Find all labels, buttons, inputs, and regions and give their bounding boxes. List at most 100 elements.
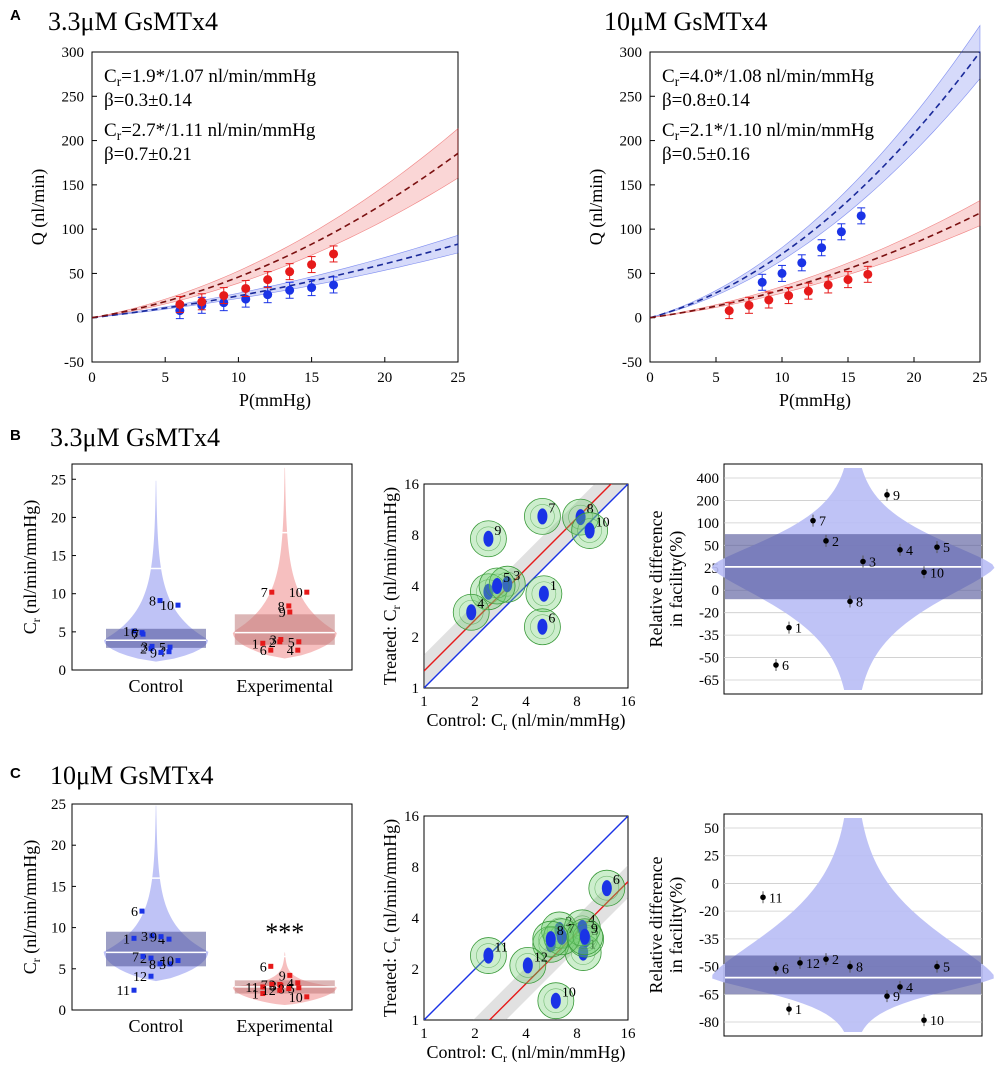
x-axis-label-sub: r [503,1051,507,1065]
control-data-point [140,631,146,637]
y-tick-label: 4 [412,579,420,595]
plot-area [649,51,981,363]
y-tick-label: 0 [59,1003,67,1019]
red-data-point [263,275,273,285]
blue-annotation-c-sub: r [675,74,680,89]
data-point [579,928,590,945]
experimental-data-point [268,963,274,969]
y-tick-label: 25 [704,849,719,865]
y-tick-label: 16 [404,477,420,493]
y-tick-label: 25 [51,472,66,488]
x-tick-label: 15 [841,370,856,386]
panel-letter-c: C [10,765,21,782]
red-data-point [175,299,185,309]
point-label: 1 [589,938,596,953]
y-tick-label: 25 [51,797,66,813]
data-point [584,522,595,539]
y-axis-label-line2: in facility(%) [666,531,687,627]
red-ci-band [91,127,459,319]
control-violin [104,480,208,662]
control-data-point [131,987,137,993]
y-axis-label-sub: r [389,937,403,941]
y-tick-label: 200 [62,134,85,150]
control-data-point [158,649,164,655]
point-label: 3 [869,555,876,570]
y-tick-label: 0 [712,583,720,599]
y-tick-label: 2 [412,630,420,646]
red-data-point [784,291,794,301]
data-point [934,963,940,970]
panel-a-left-title: 3.3μM GsMTx4 [48,7,218,36]
panel-b-title: 3.3μM GsMTx4 [50,423,220,452]
point-label: 8 [856,961,863,976]
experimental-point-label: 10 [289,991,303,1006]
point-label: 5 [943,961,950,976]
red-annotation-beta-rest: =0.5±0.16 [672,144,750,165]
x-tick-label: 5 [161,370,169,386]
data-point [860,558,866,565]
uncertainty-ring [458,599,484,625]
data-point [483,530,494,547]
point-label: 10 [930,1014,944,1029]
experimental-data-point [278,982,284,988]
point-label: 6 [613,873,620,888]
x-tick-label: 20 [907,370,922,386]
red-fit-line [649,212,981,319]
red-annotation-c-main: C [104,120,117,141]
uncertainty-ring [538,926,564,952]
identity-line [424,816,628,1020]
control-data-point [140,953,146,959]
experimental-data-point [260,991,266,997]
data-point [601,880,612,897]
red-annotation-beta: β=0.5±0.16 [662,144,750,165]
x-axis-label-main: Control: C [426,710,503,730]
y-tick-label: 250 [62,89,85,105]
blue-fit-line [91,243,459,319]
y-tick-label: 0 [635,311,643,327]
control-point-label: 12 [133,970,147,985]
control-point-label: 10 [160,599,174,614]
mean-ratio-line [424,484,612,672]
experimental-violin [232,467,337,659]
control-data-point [157,961,163,967]
point-label: 11 [494,941,507,956]
chart-b-scatter: 12345678910112244881616Control: Cr (nl/m… [380,477,637,733]
experimental-point-label: 2 [269,636,276,651]
y-tick-label: 300 [620,45,643,61]
y-axis-label-main: C [20,962,40,974]
blue-data-point [329,280,339,290]
control-point-label: 1 [123,625,130,640]
x-tick-label: 10 [775,370,790,386]
y-axis-label-line1: Relative difference [646,510,666,647]
data-point [502,576,513,593]
y-axis-label: Cr (nl/min/mmHg) [20,500,43,635]
y-tick-label: 50 [69,266,84,282]
x-tick-label: 16 [621,694,637,710]
point-label: 4 [906,981,913,996]
data-point [921,1017,927,1023]
data-point [934,544,940,550]
control-point-label: 4 [158,933,165,948]
point-label: 9 [494,524,501,539]
red-ci-band [649,200,981,319]
data-point [466,604,477,621]
data-point [786,624,792,631]
experimental-data-point [269,981,275,987]
data-point [847,598,853,605]
control-point-label: 3 [141,930,148,945]
uncertainty-ring [577,518,602,543]
x-tick-label: 8 [573,1026,581,1042]
point-label: 9 [893,990,900,1005]
data-point [786,1006,792,1012]
point-label: 8 [856,595,863,610]
y-tick-label: 50 [627,266,642,282]
y-tick-label: 250 [620,89,643,105]
experimental-data-point [295,647,301,653]
uncertainty-ring [572,924,598,950]
experimental-data-point [296,985,302,991]
experimental-iqr-band [234,614,335,645]
y-tick-label: 8 [412,528,420,544]
y-tick-label: 100 [620,222,643,238]
